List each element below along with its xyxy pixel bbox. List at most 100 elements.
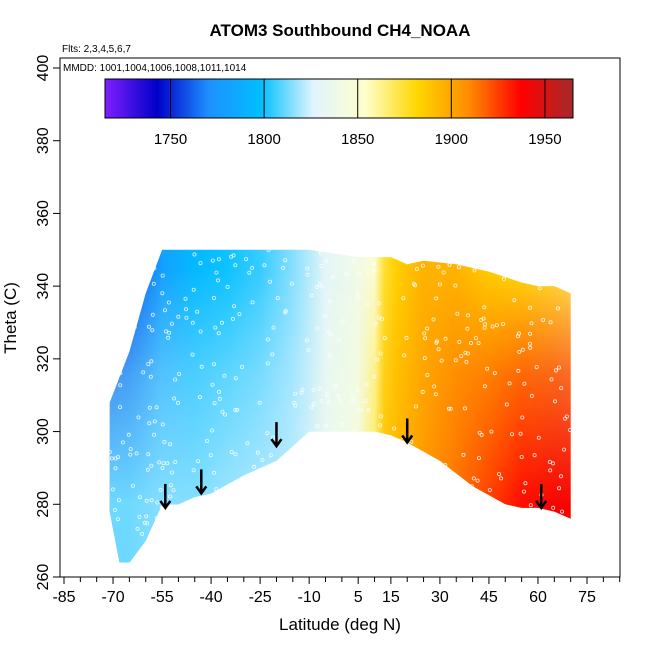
observation-dot	[405, 260, 410, 265]
plot-frame	[59, 57, 621, 578]
observation-dot	[422, 331, 427, 336]
observation-dot	[469, 340, 474, 345]
observation-dot	[453, 358, 458, 363]
observation-dot	[382, 520, 387, 525]
observation-dot	[482, 384, 487, 389]
observation-dot	[147, 244, 150, 247]
observation-dot	[222, 373, 227, 378]
observation-dot	[215, 278, 220, 283]
observation-dot	[487, 488, 492, 493]
observation-dot	[254, 515, 259, 520]
observation-dot	[154, 405, 159, 410]
observation-dot	[153, 547, 158, 552]
observation-dot	[519, 257, 524, 262]
observation-dot	[548, 320, 553, 325]
observation-dot	[541, 317, 546, 322]
observation-dot	[528, 341, 533, 346]
observation-dot	[375, 357, 380, 362]
observation-dot	[414, 266, 419, 271]
observation-dot	[166, 508, 171, 513]
observation-dot	[160, 466, 165, 471]
observation-dot	[239, 364, 244, 369]
observation-dot	[167, 330, 172, 335]
observation-dot	[257, 400, 262, 405]
observation-dot	[289, 281, 294, 286]
observation-dot	[420, 512, 425, 517]
observation-dot	[520, 347, 525, 352]
observation-dot	[233, 452, 238, 457]
observation-dot	[394, 521, 399, 526]
observation-dot	[559, 386, 564, 391]
observation-dot	[516, 525, 521, 530]
observation-dot	[425, 509, 430, 514]
colorbar-tick-label: 1800	[247, 131, 280, 148]
observation-dot	[175, 400, 180, 405]
observation-dot	[220, 487, 225, 492]
observation-dot	[376, 315, 381, 320]
observation-dot	[251, 548, 256, 553]
observation-dot	[557, 486, 562, 491]
observation-dot	[379, 414, 384, 419]
observation-dot	[282, 538, 287, 543]
observation-dot	[141, 280, 146, 285]
observation-dot	[149, 463, 154, 468]
observation-dot	[324, 259, 329, 264]
observation-dot	[386, 436, 391, 441]
observation-dot	[110, 487, 115, 492]
observation-dot	[217, 396, 222, 401]
observation-dot	[321, 485, 326, 490]
observation-dot	[374, 505, 379, 510]
observation-dot	[190, 352, 195, 357]
observation-dot	[198, 329, 203, 334]
observation-dot	[564, 414, 569, 419]
observation-dot	[247, 270, 252, 275]
observation-dot	[489, 429, 494, 434]
observation-dot	[453, 482, 458, 487]
observation-dot	[235, 407, 240, 412]
observation-dot	[311, 401, 316, 406]
observation-dot	[474, 559, 479, 563]
observation-dot	[160, 422, 165, 427]
observation-dot	[471, 476, 476, 481]
observation-dot	[559, 540, 564, 545]
observation-dot	[309, 405, 314, 410]
observation-dot	[171, 488, 176, 493]
observation-dot	[292, 532, 297, 537]
observation-dot	[556, 306, 561, 311]
observation-dot	[457, 339, 462, 344]
observation-dot	[268, 279, 273, 284]
observation-dot	[233, 263, 238, 268]
observation-dot	[315, 325, 320, 330]
observation-dot	[136, 415, 141, 420]
observation-dot	[235, 552, 240, 557]
observation-dot	[205, 438, 210, 443]
observation-dot	[351, 259, 356, 264]
observation-dot	[547, 459, 552, 464]
observation-dot	[211, 510, 216, 515]
observation-dot	[355, 476, 360, 481]
observation-dot	[195, 309, 200, 314]
observation-dot	[275, 296, 280, 301]
observation-dot	[518, 552, 523, 557]
observation-dot	[263, 533, 268, 538]
observation-dot	[490, 545, 495, 550]
observation-dot	[529, 393, 534, 398]
colorbar-ticks: 1750 1800 1850 1900 1950	[154, 79, 562, 148]
observation-dot	[322, 314, 327, 319]
observation-dot	[262, 263, 267, 268]
observation-dot	[241, 527, 246, 532]
observation-dot	[222, 412, 227, 417]
observation-dot	[250, 265, 255, 270]
observation-dot	[549, 568, 552, 571]
observation-dot	[340, 319, 345, 324]
observation-dot	[534, 365, 539, 370]
arrow-head	[270, 438, 283, 449]
observation-dot	[271, 325, 276, 330]
observation-dot	[300, 494, 305, 499]
observation-dot	[501, 557, 506, 562]
x-tick-label: 15	[382, 589, 400, 606]
observation-dot	[113, 287, 118, 292]
observation-dot	[311, 387, 316, 392]
observation-dot	[166, 300, 171, 305]
observation-dot	[392, 547, 397, 552]
